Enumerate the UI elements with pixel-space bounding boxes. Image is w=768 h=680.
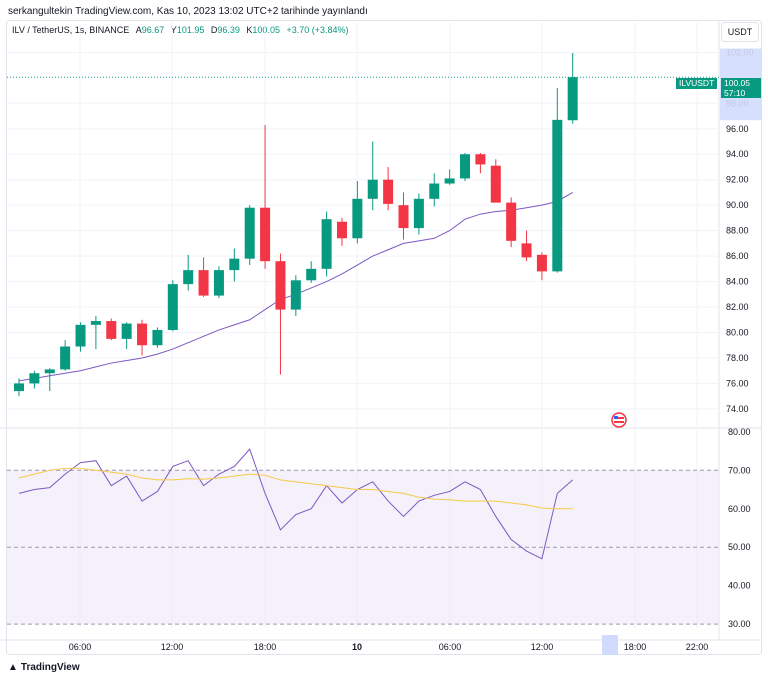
candle-body [229, 258, 240, 271]
candle-body [490, 165, 501, 203]
tradingview-logo-icon: ▲ [8, 662, 18, 673]
candle-body [367, 179, 378, 199]
price-tag-price: 100.05 [724, 78, 750, 88]
rsi-line [18, 448, 574, 560]
candle-body [14, 383, 24, 392]
publish-info: serkangultekin TradingView.com, Kas 10, … [8, 6, 368, 17]
time-tick-label: 22:00 [686, 642, 709, 652]
candle-body [75, 324, 86, 347]
time-tick-label: 12:00 [531, 642, 554, 652]
legend-close-label: K [246, 25, 253, 35]
candle-body [260, 207, 271, 262]
legend-open-label: A [135, 25, 142, 35]
candle-body [429, 183, 440, 199]
time-tick-label: 06:00 [69, 642, 92, 652]
legend-high-label: Y [170, 25, 177, 35]
candle-body [383, 179, 394, 204]
candle-body [121, 323, 132, 339]
legend-symbol[interactable]: ILV / TetherUS, 1s, BINANCE [12, 25, 130, 35]
legend-close: 100.05 [252, 25, 280, 35]
us-flag-stripe [614, 421, 624, 423]
us-flag-icon [611, 412, 627, 428]
price-tick-label: 96.00 [726, 124, 749, 134]
candle-body [44, 369, 55, 374]
legend-high: 101.95 [176, 25, 205, 35]
rsi-tick-label: 70.00 [728, 465, 751, 475]
rsi-band [7, 470, 719, 625]
candle-body [29, 373, 40, 384]
candle-body [106, 321, 117, 339]
candle-body [321, 219, 332, 269]
candle-body [90, 321, 101, 325]
legend-change: +3.70 (+3.84%) [286, 25, 349, 35]
symbol-legend: ILV / TetherUS, 1s, BINANCE A96.67 Y101.… [12, 25, 349, 35]
tradingview-brand: TradingView [20, 662, 80, 673]
rsi-tick-label: 30.00 [728, 619, 751, 629]
chart-canvas[interactable]: 74.00 76.00 78.00 80.00 82.00 84.00 86.00 88.00… [0, 0, 768, 660]
price-tick-label: 78.00 [726, 353, 749, 363]
price-tick-label: 84.00 [726, 277, 749, 287]
legend-low-label: D [210, 25, 218, 35]
price-tick-label: 90.00 [726, 200, 749, 210]
legend-open: 96.67 [141, 25, 165, 35]
candle-body [290, 280, 301, 310]
candle-body [183, 270, 194, 285]
candle-body [444, 178, 455, 184]
time-tick-label: 12:00 [161, 642, 184, 652]
chart-frame [6, 20, 762, 655]
price-tick-label: 94.00 [726, 149, 749, 159]
time-range-highlight [602, 635, 618, 655]
candle-body [506, 202, 517, 241]
price-tick-label: 92.00 [726, 175, 749, 185]
rsi-tick-label: 40.00 [728, 581, 751, 591]
price-tag-box: 100.05 57:10 [721, 78, 761, 98]
candle-body [352, 198, 363, 239]
price-tag-countdown: 57:10 [724, 88, 746, 98]
candle-body [460, 154, 471, 179]
candle-body [275, 261, 286, 310]
time-tick-label: 10 [352, 642, 362, 652]
legend-low: 96.39 [217, 25, 240, 35]
rsi-tick-label: 50.00 [728, 542, 751, 552]
candle-body [167, 284, 178, 330]
price-tag-symbol: ILVUSDT [676, 78, 718, 89]
candle-body [137, 323, 148, 346]
us-flag-canton [614, 416, 618, 419]
price-tick-label: 80.00 [726, 328, 749, 338]
candle-body [413, 198, 424, 229]
candle-body [60, 346, 71, 370]
candle-body [306, 268, 317, 281]
time-tick-label: 18:00 [254, 642, 277, 652]
candle-body [244, 207, 255, 259]
candle-body [152, 329, 163, 346]
rsi-tick-label: 80.00 [728, 427, 751, 437]
candle-body [198, 270, 209, 296]
time-tick-label: 18:00 [624, 642, 647, 652]
price-tick-label: 76.00 [726, 378, 749, 388]
rsi-ma-line [18, 467, 573, 510]
candle-body [213, 270, 224, 296]
time-tick-label: 06:00 [439, 642, 462, 652]
candle-body [536, 254, 547, 272]
candle-body [521, 243, 532, 258]
price-tick-label: 86.00 [726, 251, 749, 261]
candle-body [475, 154, 486, 165]
rsi-tick-label: 60.00 [728, 504, 751, 514]
tradingview-logo[interactable]: ▲ TradingView [8, 662, 80, 673]
candle-body [567, 77, 578, 121]
price-tick-label: 88.00 [726, 226, 749, 236]
candle-body [336, 221, 347, 239]
price-tick-label: 82.00 [726, 302, 749, 312]
price-tick-label: 74.00 [726, 404, 749, 414]
us-flag-stripe [614, 417, 624, 419]
candle-body [398, 205, 409, 229]
candle-body [552, 119, 563, 272]
currency-button[interactable]: USDT [721, 22, 759, 42]
